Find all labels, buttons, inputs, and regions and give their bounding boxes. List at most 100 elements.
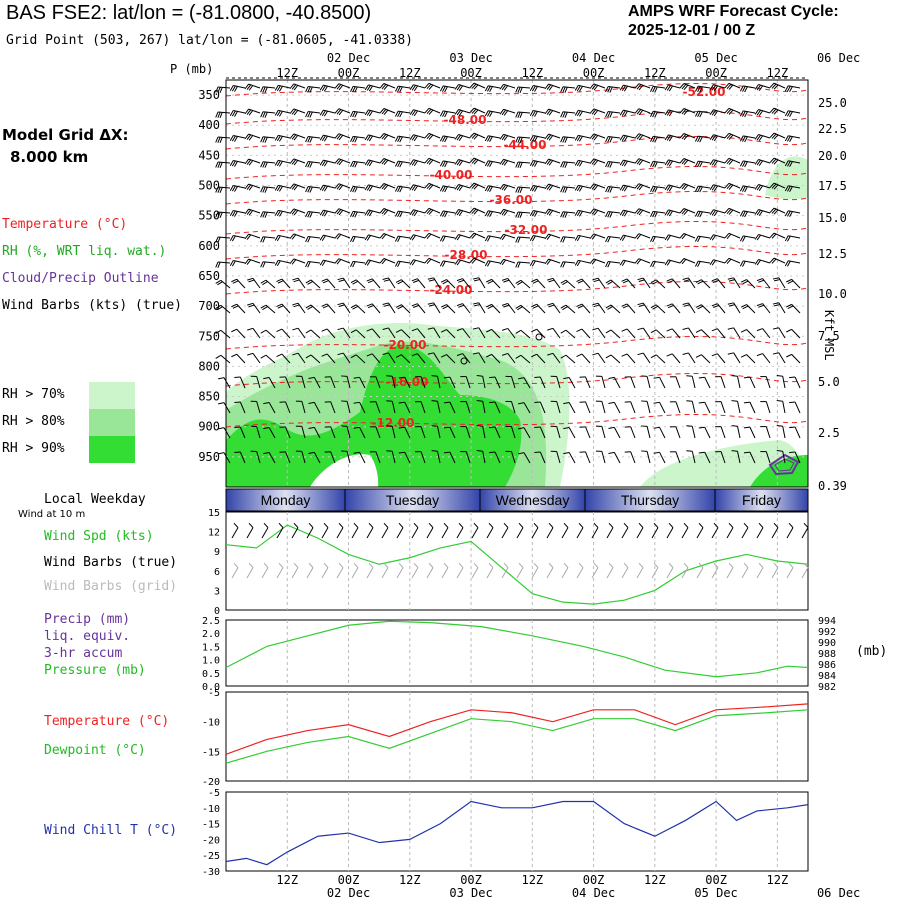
wind-barb-flag <box>743 451 750 454</box>
wind-barb-flag <box>621 135 626 141</box>
wind-barb-flag <box>442 305 449 310</box>
wind-barb-flag <box>234 161 238 167</box>
wind-barb-flag <box>424 157 430 164</box>
wind-barb-flag <box>409 134 414 140</box>
wind-barb-flag <box>578 211 583 217</box>
wind-barb-flag <box>411 353 418 357</box>
wind-barb-flag <box>350 136 354 142</box>
top-hour-label: 12Z <box>276 66 298 80</box>
wind-barb <box>417 353 426 364</box>
wind-barb <box>375 426 381 439</box>
wind-barb-flag <box>338 134 344 141</box>
wind-barb-flag <box>260 86 264 93</box>
wind-barb-flag <box>789 211 793 218</box>
wind-barb <box>342 352 351 364</box>
wind-barb-flag <box>756 84 761 91</box>
wind-barb-flag <box>334 183 340 189</box>
wind-barb-flag <box>562 236 566 243</box>
wind-barb <box>561 527 569 539</box>
wind-barb-flag <box>409 109 414 115</box>
wind-barb-flag <box>368 110 374 117</box>
wind-barb-flag <box>650 279 657 284</box>
wind-barb-flag <box>607 86 611 93</box>
wind-barb-flag <box>592 352 599 356</box>
wind-barb <box>546 527 554 539</box>
wind-barb-flag <box>593 304 600 308</box>
wind-barb <box>520 329 531 339</box>
wind-barb-flag <box>458 304 465 308</box>
wind-barb-flag <box>563 402 570 405</box>
wind-barb <box>720 451 726 464</box>
wind-barb-flag <box>589 233 595 239</box>
wind-barb-flag <box>289 258 295 264</box>
wind-barb-flag <box>754 134 759 140</box>
wind-barb-flag <box>776 374 783 377</box>
wind-barb-flag <box>334 108 340 114</box>
wind-barb-flag <box>456 303 463 307</box>
wind-barb-flag <box>668 110 674 117</box>
wind-barb-flag <box>454 134 459 140</box>
wind-barb-flag <box>501 302 508 306</box>
wind-barb-flag <box>456 328 463 332</box>
wind-barb-flag <box>399 111 403 118</box>
wind-barb <box>281 328 291 339</box>
wind-barb-flag <box>771 133 777 139</box>
wind-barb <box>581 353 591 364</box>
wind-barb-flag <box>381 208 387 215</box>
wind-barb-flag <box>397 236 401 243</box>
wind-barb-flag <box>773 562 779 568</box>
top-date-label: 05 Dec <box>694 51 737 65</box>
pressure-panel-grid <box>286 620 778 686</box>
pressure-tick-label: 800 <box>198 359 220 373</box>
wind-barb-flag <box>634 233 640 239</box>
wind-barb-flag <box>471 258 477 264</box>
wind-barb-flag <box>519 137 523 144</box>
wind-barb-flag <box>397 186 401 193</box>
temperature-tick-label: -20 <box>202 777 220 788</box>
wind-barb <box>585 451 591 464</box>
temperature-contour-label: -52.00 <box>683 85 726 99</box>
wind-barb-flag <box>262 86 266 93</box>
wind-barb-flag <box>697 136 701 143</box>
wind-barb-flag <box>305 304 312 309</box>
wind-barb-flag <box>440 279 447 283</box>
wind-barb-flag <box>368 522 374 528</box>
wind-barb <box>239 401 246 414</box>
wind-barb-flag <box>709 209 714 215</box>
wind-barb-flag <box>697 261 701 268</box>
wind-barb <box>346 451 351 464</box>
weekday-bar <box>225 488 809 512</box>
wind-barb-flag <box>489 136 493 143</box>
wind-barb-flag <box>424 207 430 214</box>
wind-barb-flag <box>666 328 673 332</box>
wind-barb-flag <box>383 562 389 568</box>
wind-barb-flag <box>787 305 794 310</box>
wind-barb-flag <box>773 159 779 165</box>
wind-barb-flag <box>679 133 685 139</box>
wind-barb-flag <box>681 108 687 115</box>
wind-barb-flag <box>786 135 791 142</box>
wind-barb-flag <box>531 328 538 333</box>
wind-barb-flag <box>547 277 554 281</box>
wind-barb-flag <box>442 86 446 92</box>
wind-barb-flag <box>636 109 642 115</box>
wind-barb-flag <box>679 83 685 89</box>
wind-barb-flag <box>293 185 299 191</box>
wind-barb-flag <box>276 135 281 142</box>
wind-barb-flag <box>337 352 344 356</box>
wind-barb-flag <box>231 278 238 283</box>
wind-barb-flag <box>424 107 430 114</box>
wind-barb-flag <box>739 210 744 217</box>
wind-barb-flag <box>699 161 703 168</box>
wind-barb-flag <box>278 86 283 92</box>
wind-barb-flag <box>546 134 552 140</box>
wind-barb-flag <box>456 353 463 357</box>
pressure-label: Pressure (mb) <box>44 663 146 678</box>
wind-barb <box>446 329 456 339</box>
wind-barb-flag <box>262 236 266 243</box>
wind-barb-flag <box>469 82 475 88</box>
wind-barb <box>696 567 704 579</box>
wind-barb-flag <box>486 260 491 267</box>
wind-barb-flag <box>697 305 704 310</box>
wind-barb-flag <box>636 209 642 215</box>
